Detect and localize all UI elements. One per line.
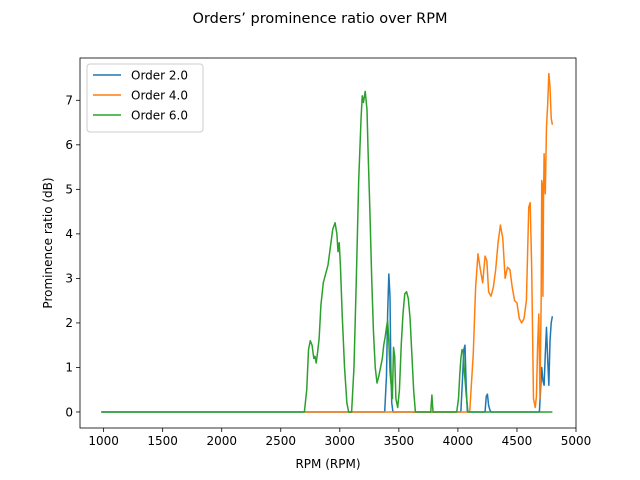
x-axis-ticks: 1000 1500 2000 2500 3000 3500 4000 4500 5000 bbox=[88, 428, 591, 448]
legend-label: Order 6.0 bbox=[131, 108, 188, 122]
y-axis-label: Prominence ratio (dB) bbox=[41, 177, 55, 308]
x-tick-label: 1000 bbox=[88, 434, 119, 448]
series-line-2 bbox=[304, 72, 554, 413]
legend-entries: Order 2.0 Order 4.0 Order 6.0 bbox=[93, 68, 188, 122]
legend-label: Order 2.0 bbox=[131, 68, 188, 82]
x-tick-label: 2000 bbox=[206, 434, 237, 448]
y-tick-label: 5 bbox=[65, 183, 73, 197]
y-tick-label: 4 bbox=[65, 227, 73, 241]
y-axis-ticks: 0 1 2 3 4 5 6 7 bbox=[65, 94, 80, 419]
x-tick-label: 4000 bbox=[443, 434, 474, 448]
legend-label: Order 4.0 bbox=[131, 88, 188, 102]
x-tick-label: 3000 bbox=[325, 434, 356, 448]
y-tick-label: 2 bbox=[65, 316, 73, 330]
y-tick-label: 6 bbox=[65, 138, 73, 152]
y-tick-label: 0 bbox=[65, 405, 73, 419]
x-tick-label: 4500 bbox=[502, 434, 533, 448]
x-axis-label: RPM (RPM) bbox=[295, 457, 360, 471]
y-tick-label: 1 bbox=[65, 361, 73, 375]
x-tick-label: 2500 bbox=[265, 434, 296, 448]
legend: Order 2.0 Order 4.0 Order 6.0 bbox=[86, 63, 204, 133]
y-tick-label: 3 bbox=[65, 272, 73, 286]
series-lines bbox=[101, 72, 554, 413]
series-line-1 bbox=[101, 273, 554, 413]
x-tick-label: 5000 bbox=[561, 434, 592, 448]
plot-frame bbox=[79, 57, 577, 429]
series-line-3 bbox=[101, 90, 553, 413]
chart-title: Orders’ prominence ratio over RPM bbox=[193, 11, 448, 27]
y-tick-label: 7 bbox=[65, 94, 73, 108]
x-tick-label: 1500 bbox=[147, 434, 178, 448]
x-tick-label: 3500 bbox=[384, 434, 415, 448]
